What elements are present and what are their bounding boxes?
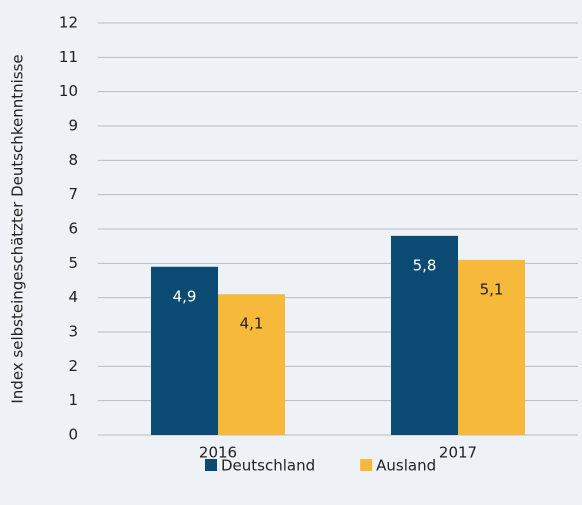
data-label: 4,9 (173, 287, 197, 305)
y-tick-label: 12 (59, 14, 78, 32)
y-tick-label: 4 (68, 288, 78, 306)
y-tick-label: 3 (68, 323, 78, 341)
bar (151, 266, 218, 435)
legend-label: Ausland (376, 457, 436, 475)
legend-swatch (205, 459, 217, 471)
y-tick-label: 9 (68, 117, 78, 135)
legend-swatch (360, 459, 373, 471)
y-tick-label: 2 (68, 357, 78, 375)
x-tick-label: 2017 (439, 444, 477, 462)
y-tick-label: 5 (68, 254, 78, 272)
y-tick-label: 7 (68, 185, 78, 203)
x-tick-label: 2016 (199, 444, 237, 462)
y-tick-label: 6 (68, 220, 78, 238)
data-label: 4,1 (240, 315, 264, 333)
data-label: 5,8 (413, 256, 437, 274)
bar (391, 235, 458, 435)
y-tick-label: 10 (59, 82, 78, 100)
y-axis-label: Index selbsteingeschätzter Deutschkenntn… (9, 54, 27, 403)
y-tick-label: 0 (68, 426, 78, 444)
y-tick-label: 1 (68, 391, 78, 409)
legend-label: Deutschland (221, 457, 315, 475)
bar (458, 259, 525, 435)
bar (218, 294, 285, 435)
y-tick-label: 8 (68, 151, 78, 169)
data-label: 5,1 (480, 280, 504, 298)
y-tick-label: 11 (59, 48, 78, 66)
